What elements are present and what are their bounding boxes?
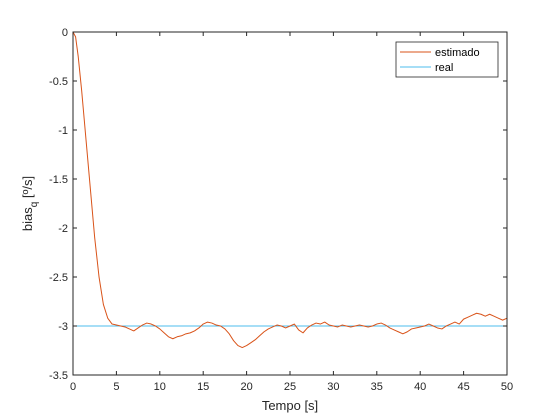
y-tick-label: -1 [58,125,68,137]
y-axis-label: biasq [º/s] [20,176,40,231]
y-tick-label: -3 [58,321,68,333]
x-tick-label: 5 [113,381,119,393]
y-axis-label-suffix: [º/s] [20,176,35,202]
y-axis-label-main: bias [20,207,35,231]
y-tick-label: -2.5 [49,272,68,284]
y-axis-ticks: 0 -0.5 -1 -1.5 -2 -2.5 -3 -3.5 [49,27,507,382]
x-tick-label: 30 [327,381,339,393]
y-tick-label: -2 [58,223,68,235]
x-tick-label: 40 [414,381,426,393]
y-tick-label: -3.5 [49,370,68,382]
series-layer [72,31,508,349]
legend: estimado real [395,41,499,78]
x-tick-label: 25 [284,381,296,393]
x-tick-label: 20 [240,381,252,393]
x-tick-label: 45 [457,381,469,393]
y-tick-label: 0 [62,27,68,39]
y-tick-label: -0.5 [49,76,68,88]
x-tick-label: 15 [197,381,209,393]
x-tick-label: 10 [154,381,166,393]
y-axis-label-subscript: q [29,202,40,208]
x-tick-label: 0 [70,381,76,393]
x-axis-ticks: 0 5 10 15 20 25 30 35 40 45 50 [70,32,513,393]
y-tick-label: -1.5 [49,174,68,186]
plot-area [73,32,507,375]
x-tick-label: 35 [371,381,383,393]
series-line-estimado [72,31,508,349]
x-tick-label: 50 [501,381,513,393]
x-axis-label: Tempo [s] [262,398,318,413]
legend-label-real: real [435,62,453,74]
legend-label-estimado: estimado [435,47,480,59]
legend-box [395,41,499,78]
